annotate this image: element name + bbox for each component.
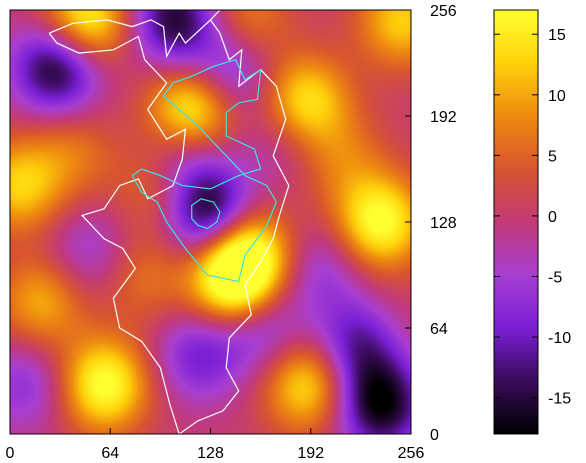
x-tick-label: 192	[297, 445, 324, 462]
contour-layer	[48, 9, 290, 435]
colorbar-tick-label: -15	[548, 391, 571, 408]
x-tick-label: 256	[398, 445, 425, 462]
contour-white-right	[210, 9, 221, 21]
x-tick-label: 0	[6, 445, 15, 462]
colorbar-tick-label: -10	[548, 330, 571, 347]
colorbar-axis: 15 10 5 0 -5 -10 -15	[494, 27, 571, 408]
colorbar: 15 10 5 0 -5 -10 -15	[493, 9, 571, 435]
colorbar-tick-label: 0	[548, 209, 557, 226]
heatmap-image	[10, 10, 411, 434]
x-tick-label: 64	[101, 445, 119, 462]
x-axis: 0 64 128 192 256	[6, 428, 425, 462]
y-axis: 0 64 128 192 256	[405, 3, 457, 444]
y-tick-label: 0	[430, 427, 439, 444]
y-tick-label: 64	[430, 321, 448, 338]
colorbar-tick-label: 5	[548, 148, 557, 165]
colorbar-tick-label: 10	[548, 88, 566, 105]
y-tick-label: 256	[430, 3, 457, 20]
colorbar-frame	[493, 9, 539, 435]
colorbar-tick-label: 15	[548, 27, 566, 44]
colorbar-tick-label: -5	[548, 270, 562, 287]
y-tick-label: 192	[430, 109, 457, 126]
contour-cyan	[131, 58, 277, 283]
heatmap-plot: 0 64 128 192 256 0 64 128 192 256	[6, 3, 457, 462]
colorbar-gradient	[494, 10, 538, 434]
colorbar-image-container	[494, 10, 538, 434]
contour-cyan-inner	[191, 198, 221, 230]
y-tick-label: 128	[430, 215, 457, 232]
x-tick-label: 128	[197, 445, 224, 462]
heatmap-image-container	[10, 10, 411, 434]
